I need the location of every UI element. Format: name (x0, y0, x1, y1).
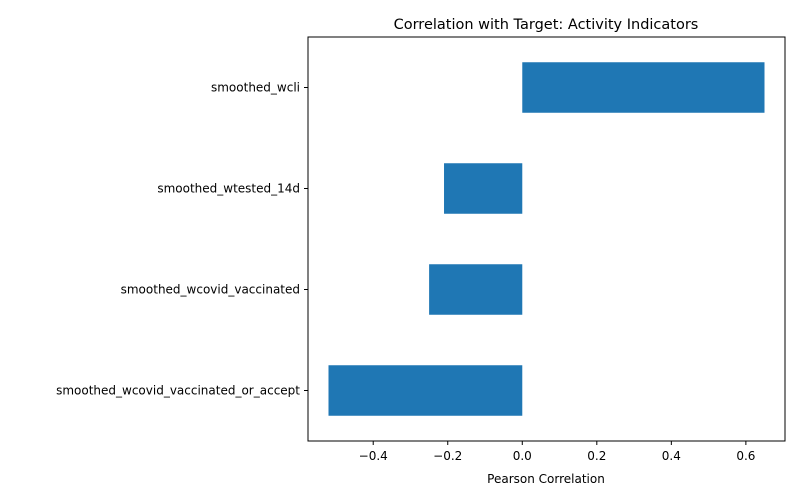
x-tick-label: 0.4 (662, 449, 681, 463)
bar-smoothed-wcovid-vaccinated (429, 264, 523, 315)
y-tick-label: smoothed_wcovid_vaccinated (121, 283, 300, 297)
x-tick-label: −0.4 (359, 449, 388, 463)
x-axis-label: Pearson Correlation (487, 472, 605, 486)
y-tick-label: smoothed_wcovid_vaccinated_or_accept (56, 384, 300, 398)
x-tick-label: 0.2 (587, 449, 606, 463)
x-tick-label: −0.2 (433, 449, 462, 463)
x-tick-label: 0.6 (736, 449, 755, 463)
bars-group (328, 62, 765, 416)
bar-smoothed-wcovid-vaccinated-or-accept (328, 365, 523, 416)
chart-title: Correlation with Target: Activity Indica… (394, 17, 699, 33)
x-axis-ticks: −0.4 −0.2 0.0 0.2 0.4 0.6 (359, 441, 755, 463)
y-axis-ticks: smoothed_wcli smoothed_wtested_14dsmoothe… (56, 81, 308, 398)
plot-frame (307, 36, 786, 442)
y-tick-label: smoothed_wtested_14d (157, 182, 300, 196)
bar-smoothed-wcli (522, 62, 765, 113)
bar-smoothed-wtested-14d (444, 163, 523, 214)
y-tick-label: smoothed_wcli (211, 81, 300, 95)
x-tick-label: 0.0 (513, 449, 532, 463)
